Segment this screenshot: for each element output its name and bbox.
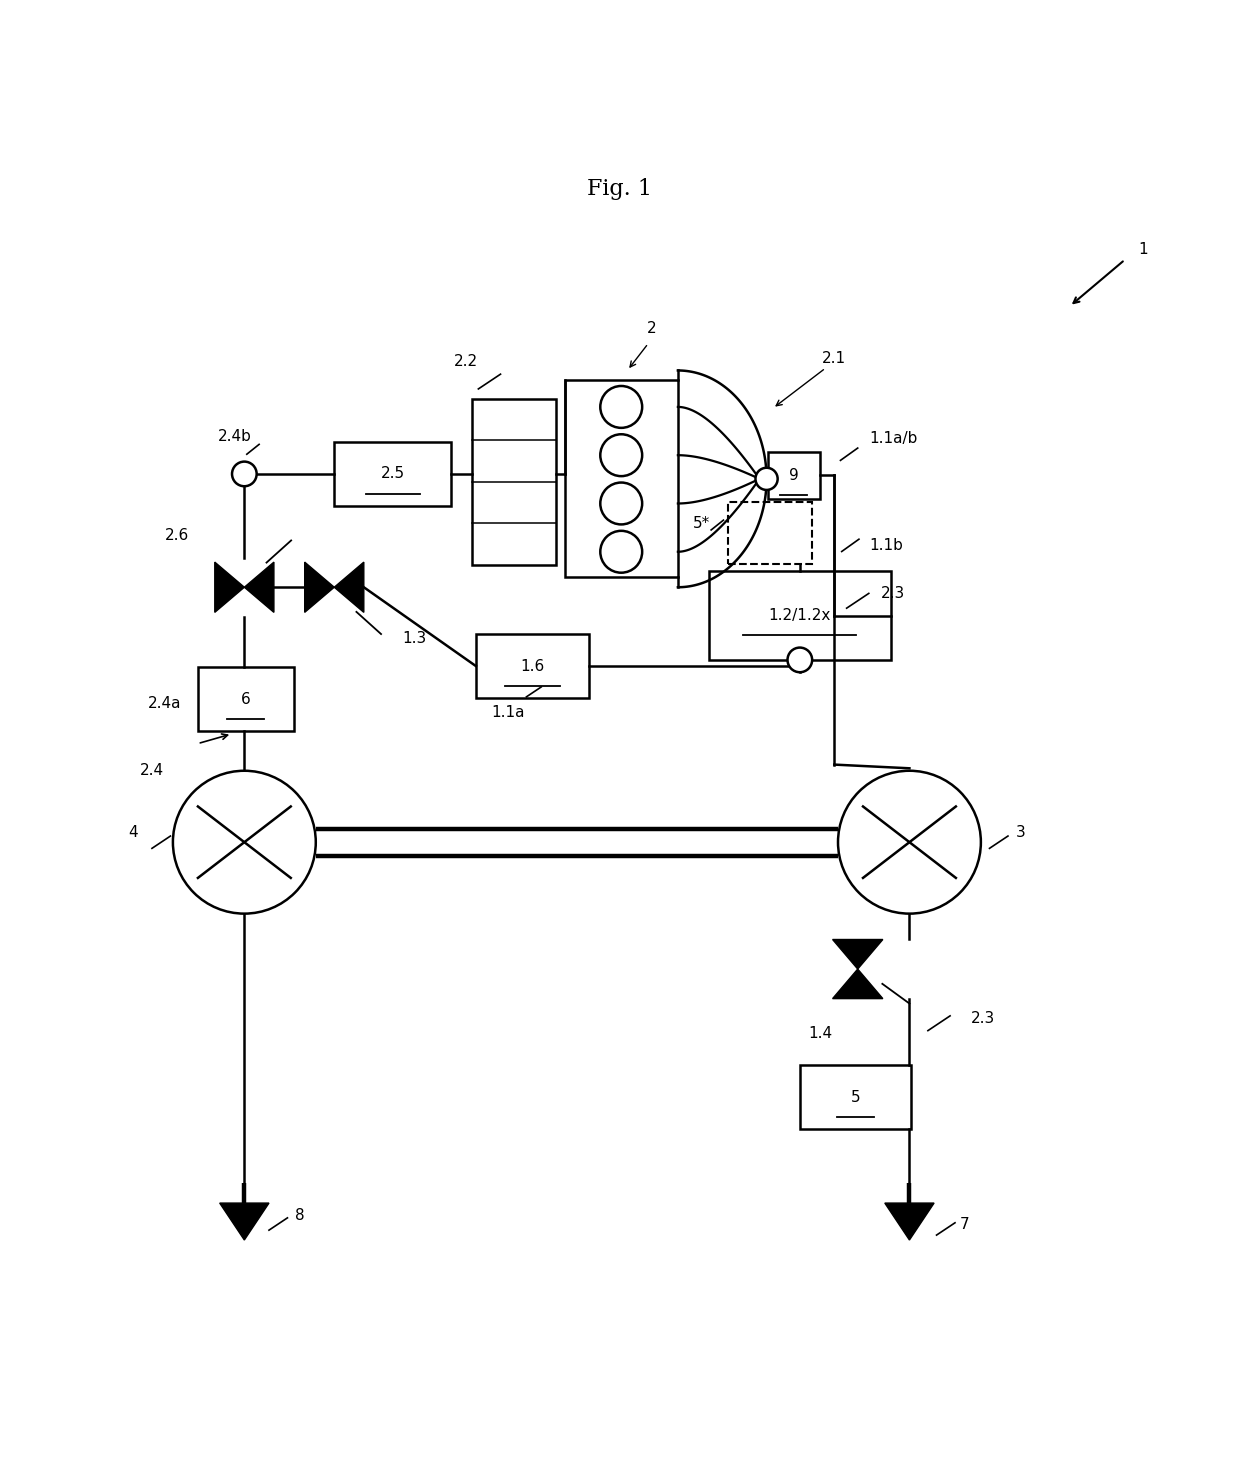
Polygon shape [219, 1204, 269, 1240]
Circle shape [600, 531, 642, 572]
Text: 2.3: 2.3 [971, 1010, 996, 1025]
Text: 1.3: 1.3 [402, 631, 427, 646]
Circle shape [755, 468, 777, 490]
Text: 1.1a/b: 1.1a/b [869, 431, 918, 445]
Text: 2: 2 [647, 322, 657, 336]
Text: 2.4: 2.4 [140, 763, 164, 779]
Bar [768, 451, 820, 499]
Text: 7: 7 [960, 1217, 970, 1232]
Text: 1.1b: 1.1b [869, 538, 903, 553]
Text: 2.6: 2.6 [165, 528, 188, 543]
Text: 2.3: 2.3 [882, 586, 905, 600]
Text: 2.4a: 2.4a [148, 696, 181, 711]
Circle shape [600, 482, 642, 525]
Text: 5: 5 [851, 1090, 861, 1105]
Circle shape [787, 648, 812, 673]
Text: 5*: 5* [693, 516, 711, 531]
Text: 2.2: 2.2 [454, 354, 479, 369]
Bar [728, 503, 812, 563]
Polygon shape [335, 562, 363, 612]
Bar [476, 634, 589, 698]
Text: Fig. 1: Fig. 1 [588, 178, 652, 201]
Text: 2.1: 2.1 [822, 351, 847, 366]
Polygon shape [885, 1204, 934, 1240]
Circle shape [600, 434, 642, 476]
Text: 3: 3 [1016, 825, 1025, 839]
Text: 9: 9 [789, 468, 799, 482]
Text: 1: 1 [1138, 242, 1148, 257]
Text: 2.5: 2.5 [381, 466, 404, 481]
Polygon shape [832, 969, 883, 999]
Bar [564, 381, 678, 577]
Text: 4: 4 [129, 825, 139, 839]
Text: 2.4b: 2.4b [217, 429, 252, 444]
Text: 1.2/1.2x: 1.2/1.2x [769, 608, 831, 622]
Text: 6: 6 [241, 692, 250, 707]
Circle shape [838, 771, 981, 913]
Text: 1.6: 1.6 [521, 658, 544, 674]
Text: 8: 8 [295, 1208, 305, 1223]
Polygon shape [832, 940, 883, 969]
Circle shape [600, 386, 642, 428]
Circle shape [232, 462, 257, 487]
Polygon shape [244, 562, 274, 612]
Bar [197, 667, 294, 732]
Text: 1.1a: 1.1a [491, 705, 525, 720]
Text: 1.4: 1.4 [808, 1025, 833, 1040]
Polygon shape [215, 562, 244, 612]
Polygon shape [305, 562, 335, 612]
Bar [800, 1065, 910, 1130]
Bar [709, 571, 892, 659]
Circle shape [172, 771, 316, 913]
Bar [335, 442, 451, 506]
Bar [472, 398, 556, 565]
